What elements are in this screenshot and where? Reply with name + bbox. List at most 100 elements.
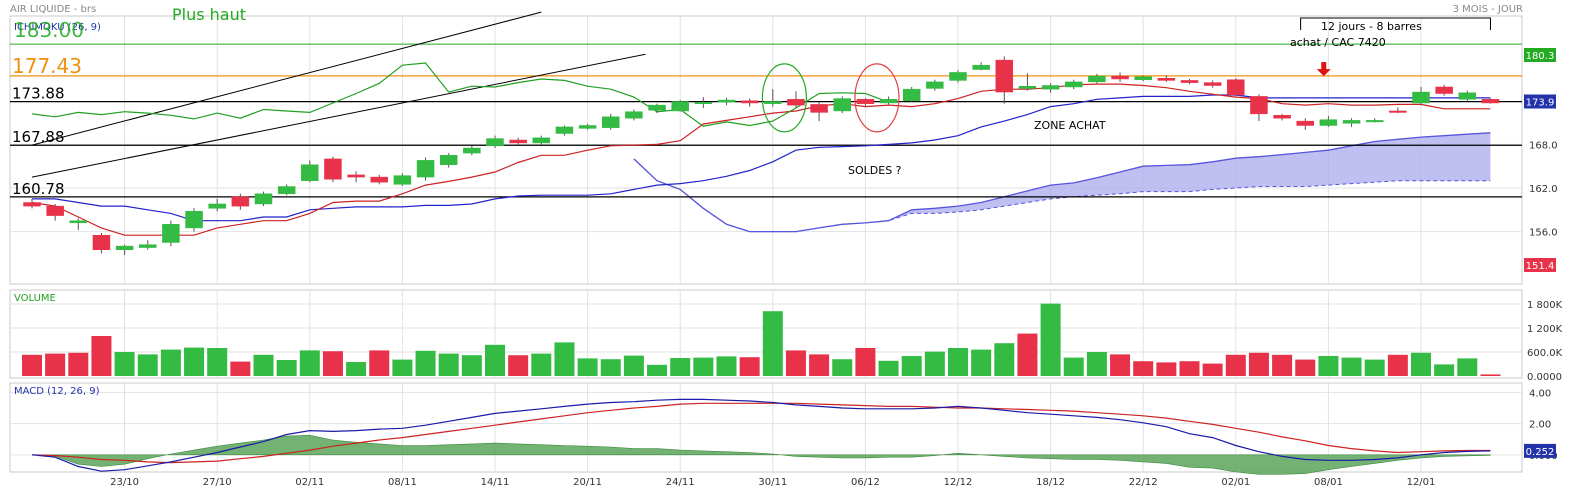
candle-body (949, 72, 967, 81)
macd-y-tick-label: 4.00 (1529, 388, 1551, 399)
candle-body (277, 186, 296, 195)
volume-bar (716, 356, 737, 376)
candle-body (1389, 110, 1407, 113)
candle-body (740, 100, 759, 104)
candle-body (648, 104, 666, 111)
candle-body (23, 202, 41, 207)
volume-bar (1457, 358, 1478, 376)
volume-bar (832, 359, 853, 376)
candle-body (1435, 86, 1453, 94)
volume-bar (577, 358, 598, 376)
volume-y-tick-label: 0.0000 (1527, 372, 1562, 383)
plus-haut-annotation: Plus haut (172, 5, 246, 24)
candle-body (69, 220, 88, 224)
volume-bar (878, 360, 899, 376)
volume-bar (137, 354, 158, 376)
volume-bar (1110, 354, 1131, 376)
candle-body (532, 137, 551, 144)
zone-achat-annotation: ZONE ACHAT (1034, 119, 1106, 132)
soldes-annotation: SOLDES ? (848, 164, 902, 177)
volume-bar (207, 348, 228, 376)
price-y-tick-label: 162.0 (1529, 184, 1558, 195)
period-selector[interactable]: 3 MOIS - JOUR (1453, 4, 1523, 15)
volume-bar (1156, 362, 1177, 376)
candle-body (231, 196, 250, 207)
volume-bar (461, 355, 482, 376)
x-tick-label: 06/12 (851, 477, 880, 488)
macd-line (31, 398, 1491, 472)
volume-bars (22, 303, 1501, 376)
volume-y-tick-label: 1 800K (1527, 300, 1563, 311)
candle-body (1342, 120, 1361, 124)
price-badge-bg (1524, 258, 1556, 272)
volume-bar (1017, 333, 1038, 376)
candle-body (370, 176, 388, 183)
candle-body (1227, 79, 1245, 96)
volume-bar (1364, 359, 1385, 376)
candle-body (1134, 76, 1152, 80)
macd-panel-label: MACD (12, 26, 9) (14, 386, 100, 397)
candle-body (115, 245, 134, 250)
candle-body (301, 164, 319, 181)
candles (23, 56, 1500, 255)
candle-body (578, 125, 597, 129)
x-tick-label: 27/10 (203, 477, 232, 488)
candle-body (1458, 92, 1477, 100)
highlight-circle-2 (854, 63, 900, 133)
volume-bar (855, 348, 876, 376)
volume-panel-label: VOLUME (14, 293, 56, 304)
indicator-lines (31, 11, 1491, 236)
candle-body (856, 99, 875, 104)
trendline-1 (31, 11, 542, 146)
x-tick-label: 24/11 (666, 477, 695, 488)
candle-body (671, 101, 689, 112)
x-tick-label: 12/12 (944, 477, 973, 488)
x-tick-label: 23/10 (110, 477, 139, 488)
volume-bar (253, 354, 274, 376)
x-tick-label: 30/11 (758, 477, 787, 488)
price-badge-label: 180.3 (1526, 51, 1555, 62)
volume-y-tick-label: 1 200K (1527, 324, 1563, 335)
price-y-tick-label: 168.0 (1529, 140, 1558, 151)
volume-bar (1411, 352, 1431, 376)
achat-annotation: achat / CAC 7420 (1290, 36, 1386, 49)
volume-bar (276, 360, 297, 376)
volume-bar (1295, 359, 1316, 376)
axes: 23/10 27/10 02/11 08/11 14/11 20/11 24/11 30/11… (110, 48, 1563, 488)
measure-bracket (1300, 17, 1491, 30)
volume-bar (1480, 374, 1501, 376)
price-badge-bg (1524, 94, 1556, 109)
macd-badge-label: 0.252 (1526, 447, 1555, 458)
volume-bar (739, 357, 760, 376)
chikou-span-line (31, 62, 889, 127)
overlapping-green-price-text: 183.00 (14, 18, 84, 42)
candle-body (463, 147, 481, 154)
volume-bar (809, 354, 830, 376)
volume-bar (322, 351, 343, 376)
candle-body (1157, 78, 1176, 81)
candle-body (254, 193, 273, 205)
candle-body (1065, 81, 1083, 88)
candle-body (764, 101, 782, 104)
candle-body (1273, 115, 1291, 119)
candle-body (1319, 119, 1338, 126)
macd-drawing (31, 398, 1491, 475)
volume-bar (1179, 361, 1200, 376)
candle-body (509, 139, 527, 144)
volume-bar (901, 356, 922, 376)
volume-bar (994, 343, 1015, 376)
volume-bar (346, 362, 367, 376)
volume-bar (600, 359, 621, 376)
volume-bar (230, 361, 251, 376)
x-tick-label: 22/12 (1129, 477, 1158, 488)
volume-bar (1063, 357, 1084, 376)
candle-body (1203, 82, 1222, 86)
volume-bar (948, 348, 968, 376)
x-tick-label: 14/11 (481, 477, 510, 488)
level-label-177-43: 177.43 (12, 54, 82, 78)
volume-bar (438, 353, 459, 376)
price-y-tick-label: 156.0 (1529, 228, 1558, 239)
volume-bar (22, 354, 42, 376)
